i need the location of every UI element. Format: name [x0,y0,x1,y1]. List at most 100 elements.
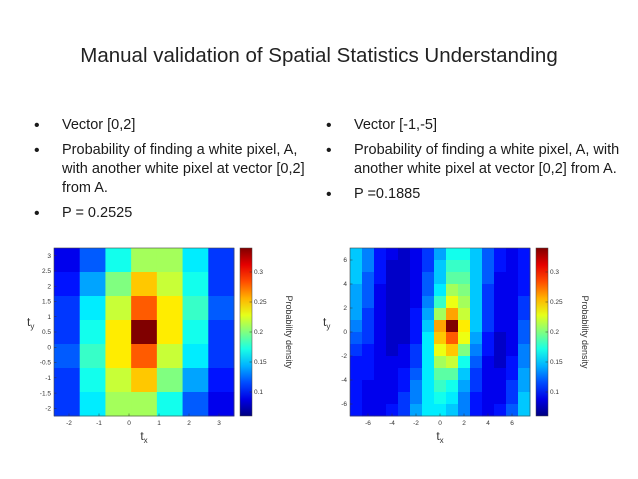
heatmap-cell [434,404,447,417]
heatmap-cell [470,404,483,417]
heatmap-cell [398,332,411,345]
heatmap-cell [470,296,483,309]
heatmap-cell [79,248,106,273]
heatmap-cell [482,380,495,393]
heatmap-cell [518,356,531,369]
heatmap-cell [410,356,423,369]
heatmap-cell [518,284,531,297]
heatmap-cell [208,296,235,321]
y-tick-label: 1.5 [42,299,51,306]
colorbar-tick-label: 0.3 [254,269,263,276]
heatmap-cell [482,248,495,261]
colorbar-tick-label: 0.3 [550,269,559,276]
heatmap-cell [446,260,459,273]
y-tick-label: 2 [343,305,347,312]
heatmap-cell [482,272,495,285]
heatmap-cell [470,332,483,345]
heatmap-cell [398,392,411,405]
heatmap-cell [446,332,459,345]
y-tick-label: -2 [341,353,347,360]
colorbar-tick-label: 0.1 [254,389,263,396]
heatmap-cell [506,344,519,357]
heatmap-cell [374,320,387,333]
heatmap-cell [398,260,411,273]
x-tick-label: -4 [389,420,395,427]
heatmap-cell [422,296,435,309]
y-tick-label: 0.5 [42,329,51,336]
heatmap-cell [506,284,519,297]
heatmap-cell [410,296,423,309]
x-tick-label: -1 [96,420,102,427]
left-bullet-description: Probability of finding a white pixel, A,… [28,141,313,198]
heatmap-cell [131,344,158,369]
heatmap-cell [482,284,495,297]
x-tick-label: 0 [127,420,131,427]
right-heatmap-figure: -6 -4 -2 0 2 4 6 6 4 2 0 -2 -4 -6 tx ty 0.3 0.25 0.2 0.15 0.… [318,240,608,445]
heatmap-cell [398,272,411,285]
heatmap-cell [482,356,495,369]
colorbar-label: Probability density [284,295,294,369]
heatmap-cell [506,332,519,345]
heatmap-cell [131,272,158,297]
heatmap-cell [156,392,183,417]
y-tick-label: 1 [47,314,51,321]
heatmap-cell [458,332,471,345]
heatmap-cell [350,344,363,357]
heatmap-cell [470,248,483,261]
heatmap-cell [386,344,399,357]
heatmap-cell [374,308,387,321]
heatmap-cell [422,248,435,261]
heatmap-cell [362,332,375,345]
heatmap-cell [156,320,183,345]
heatmap-cell [362,320,375,333]
heatmap-cell [374,284,387,297]
heatmap-cell [386,296,399,309]
heatmap-cell [422,356,435,369]
heatmap-cell [506,248,519,261]
heatmap-cell [398,380,411,393]
left-heatmap-figure: -2 -1 0 1 2 3 3 2.5 2 1.5 1 0.5 0 -0.5 -1 -1.5 -2 tx ty 0.3… [22,240,312,445]
left-column: Vector [0,2] Probability of finding a wh… [28,116,313,229]
colorbar-tick-label: 0.15 [254,359,267,366]
heatmap-cell [494,320,507,333]
heatmap-cell [506,356,519,369]
heatmap-cell [79,296,106,321]
heatmap-cell [482,404,495,417]
heatmap-cell [156,248,183,273]
heatmap-cell [494,260,507,273]
heatmap-cell [494,356,507,369]
heatmap-cell [506,380,519,393]
heatmap-cell [386,392,399,405]
heatmap-cell [362,272,375,285]
x-tick-label: 6 [510,420,514,427]
heatmap-cell [518,272,531,285]
heatmap-cell [79,368,106,393]
heatmap-cell [422,392,435,405]
heatmap-cell [494,392,507,405]
heatmap-cell [105,272,132,297]
heatmap-cell [422,320,435,333]
right-heatmap-chart: -6 -4 -2 0 2 4 6 6 4 2 0 -2 -4 -6 tx ty 0.3 0.25 0.2 0.15 0.… [323,247,590,445]
heatmap-cell [458,248,471,261]
heatmap-cell [458,296,471,309]
heatmap-cell [398,308,411,321]
heatmap-cell [362,380,375,393]
heatmap-cell [470,284,483,297]
heatmap-cell [494,308,507,321]
heatmap-cell [105,248,132,273]
heatmap-cell [362,308,375,321]
heatmap-cell [156,344,183,369]
colorbar-tick-label: 0.25 [550,299,563,306]
heatmap-cell [208,344,235,369]
x-tick-label: 0 [438,420,442,427]
heatmap-cell [54,248,81,273]
heatmap-cell [446,392,459,405]
y-tick-label: 2 [47,283,51,290]
heatmap-cell [398,320,411,333]
heatmap-cell [386,380,399,393]
y-tick-label: 4 [343,281,347,288]
heatmap-cell [362,368,375,381]
heatmap-cell [386,404,399,417]
heatmap-cell [79,344,106,369]
heatmap-cell [470,320,483,333]
